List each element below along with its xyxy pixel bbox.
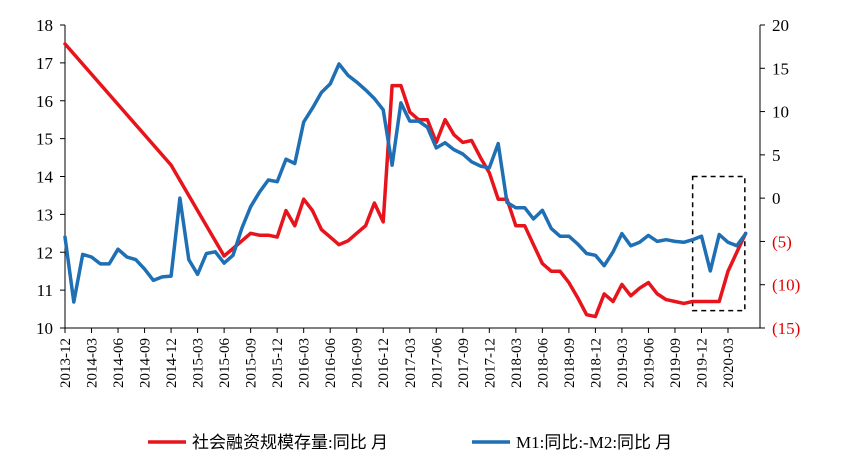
x-tick-label: 2015-09 xyxy=(244,338,260,388)
axes xyxy=(64,25,761,329)
x-tick-label: 2017-09 xyxy=(456,338,472,388)
y-left-tick-label: 12 xyxy=(36,243,53,262)
x-tick-label: 2019-09 xyxy=(668,338,684,388)
x-tick-label: 2019-03 xyxy=(615,338,631,388)
x-tick-label: 2018-12 xyxy=(588,338,604,388)
y-right-tick-label: (10) xyxy=(772,276,800,295)
y-left-tick-label: 11 xyxy=(37,281,53,300)
y-right-tick-label: 15 xyxy=(772,59,789,78)
x-tick-label: 2016-12 xyxy=(376,338,392,388)
y-right-tick-label: 0 xyxy=(772,189,781,208)
y-left-tick-label: 13 xyxy=(36,205,53,224)
x-tick-label: 2013-12 xyxy=(58,338,74,388)
x-tick-label: 2017-12 xyxy=(482,338,498,388)
y-right-tick-label: 10 xyxy=(772,103,789,122)
x-tick-label: 2017-03 xyxy=(403,338,419,388)
series-line-1 xyxy=(63,42,748,319)
legend-label-series-1: 社会融资规模存量:同比 月 xyxy=(192,433,388,452)
y-left-tick-label: 14 xyxy=(36,168,54,187)
series-line-2 xyxy=(63,62,748,304)
x-tick-label: 2014-12 xyxy=(164,338,180,388)
x-tick-label: 2019-12 xyxy=(694,338,710,388)
x-tick-label: 2015-12 xyxy=(270,338,286,388)
series-lines xyxy=(63,42,748,319)
x-tick-label: 2014-03 xyxy=(85,338,101,388)
x-tick-label: 2014-09 xyxy=(138,338,154,388)
x-tick-label: 2016-09 xyxy=(350,338,366,388)
y-right-tick-label: 20 xyxy=(772,16,789,35)
y-left-tick-label: 16 xyxy=(36,92,53,111)
y-right-tick-label: 5 xyxy=(772,146,781,165)
legend-label-series-2: M1:同比:-M2:同比 月 xyxy=(516,433,672,452)
x-tick-label: 2015-03 xyxy=(191,338,207,388)
x-tick-label: 2018-06 xyxy=(535,338,551,388)
y-left-tick-label: 15 xyxy=(36,130,53,149)
x-tick-label: 2015-06 xyxy=(217,338,233,388)
y-left-tick-label: 10 xyxy=(36,319,53,338)
y-left-tick-label: 17 xyxy=(36,54,54,73)
x-tick-label: 2017-06 xyxy=(429,338,445,388)
y-axis-right-ticks: 20 15 10 5 0 (5) (10) (15) xyxy=(760,16,800,338)
x-tick-label: 2018-09 xyxy=(562,338,578,388)
y-axis-left-ticks: 10 11 12 13 14 15 16 17 18 xyxy=(36,16,65,338)
y-right-tick-label: (5) xyxy=(772,232,792,251)
annotation-box xyxy=(691,175,746,312)
x-axis-ticks: 2013-12 2014-03 2014-06 2014-09 2014-12 2015-… xyxy=(58,328,737,388)
x-tick-label: 2016-06 xyxy=(323,338,339,388)
x-tick-label: 2019-06 xyxy=(641,338,657,388)
legend: 社会融资规模存量:同比 月 M1:同比:-M2:同比 月 xyxy=(148,433,672,452)
x-tick-label: 2016-03 xyxy=(297,338,313,388)
y-right-tick-label: (15) xyxy=(772,319,800,338)
y-left-tick-label: 18 xyxy=(36,16,53,35)
x-tick-label: 2014-06 xyxy=(111,338,127,388)
x-tick-label: 2020-03 xyxy=(721,338,737,388)
x-tick-label: 2018-03 xyxy=(509,338,525,388)
dashed-highlight-box xyxy=(691,175,746,312)
